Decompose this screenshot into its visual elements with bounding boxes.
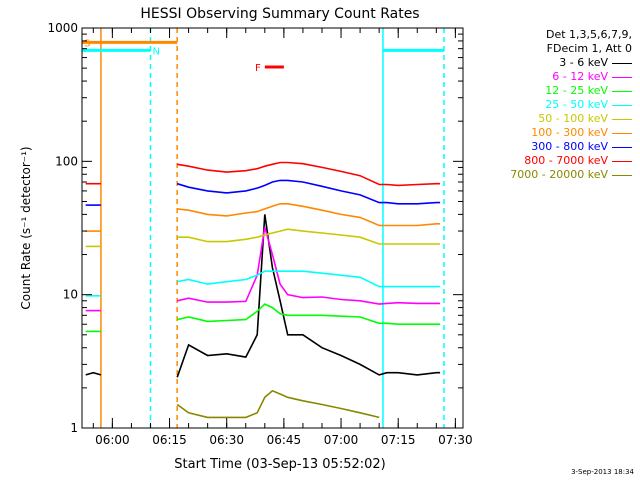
- legend-label: 7000 - 20000 keV: [510, 168, 608, 181]
- legend-label: 800 - 7000 keV: [524, 154, 608, 167]
- legend-swatch: [612, 146, 632, 148]
- legend-label: 12 - 25 keV: [545, 84, 608, 97]
- legend-swatch: [612, 174, 632, 176]
- legend-label: 3 - 6 keV: [559, 56, 608, 69]
- series-line-2: [177, 303, 441, 326]
- x-axis-label: Start Time (03-Sep-13 05:52:02): [174, 457, 385, 472]
- legend-entry: 12 - 25 keV: [510, 84, 632, 98]
- x-tick-label-6: 07:30: [438, 433, 473, 447]
- series-line-4: [177, 228, 441, 245]
- legend-entry: 300 - 800 keV: [510, 140, 632, 154]
- x-tick-label-5: 07:15: [381, 433, 416, 447]
- x-tick-label-2: 06:30: [209, 433, 244, 447]
- legend-label: 100 - 300 keV: [531, 126, 608, 139]
- legend-entry: 6 - 12 keV: [510, 70, 632, 84]
- y-tick-label-3: 1000: [47, 21, 78, 35]
- legend-entry: 25 - 50 keV: [510, 98, 632, 112]
- series-line-8: [176, 389, 380, 419]
- series-line-5: [177, 203, 441, 227]
- y-axis-label: Count Rate (s⁻¹ detector⁻¹): [19, 146, 33, 309]
- legend-entry: 3 - 6 keV: [510, 56, 632, 70]
- series-line-3: [177, 270, 441, 288]
- series-line-1: [177, 227, 441, 305]
- timestamp-footer: 3-Sep-2013 18:34: [571, 468, 634, 476]
- legend-entry: 800 - 7000 keV: [510, 154, 632, 168]
- flag-label-S: S: [84, 38, 90, 49]
- x-tick-label-3: 06:45: [267, 433, 302, 447]
- legend-swatch: [612, 62, 632, 64]
- legend-label: 25 - 50 keV: [545, 98, 608, 111]
- x-tick-label-0: 06:00: [95, 433, 130, 447]
- legend-entry: 50 - 100 keV: [510, 112, 632, 126]
- legend-label: 50 - 100 keV: [538, 112, 608, 125]
- legend-swatch: [612, 160, 632, 162]
- y-tick-label-1: 10: [63, 288, 78, 302]
- x-tick-label-1: 06:15: [152, 433, 187, 447]
- legend-entry: 100 - 300 keV: [510, 126, 632, 140]
- x-tick-label-4: 07:00: [324, 433, 359, 447]
- legend-swatch: [612, 90, 632, 92]
- legend-label: 6 - 12 keV: [552, 70, 608, 83]
- legend: Det 1,3,5,6,7,9, FDecim 1, Att 0 3 - 6 k…: [510, 28, 632, 182]
- series-line-0-a: [85, 371, 102, 376]
- series-line-0: [176, 214, 441, 378]
- chart-title: HESSI Observing Summary Count Rates: [140, 6, 419, 22]
- legend-entry: 7000 - 20000 keV: [510, 168, 632, 182]
- y-tick-label-0: 1: [70, 421, 78, 435]
- legend-label: 300 - 800 keV: [531, 140, 608, 153]
- flag-label-F: F: [255, 63, 261, 74]
- legend-swatch: [612, 118, 632, 120]
- series-line-6: [176, 179, 441, 205]
- legend-swatch: [612, 132, 632, 134]
- legend-header-line-2: FDecim 1, Att 0: [546, 42, 632, 55]
- flag-label-N: N: [152, 46, 159, 57]
- series-line-7: [177, 161, 441, 187]
- legend-swatch: [612, 76, 632, 78]
- legend-header-line-1: Det 1,3,5,6,7,9,: [545, 28, 632, 41]
- y-tick-label-2: 100: [55, 154, 78, 168]
- legend-swatch: [612, 104, 632, 106]
- plot-frame: [81, 27, 464, 429]
